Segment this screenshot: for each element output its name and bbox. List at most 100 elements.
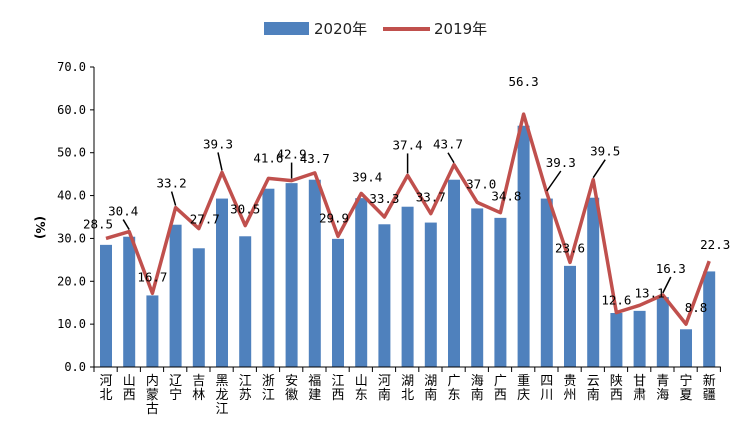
bar xyxy=(192,248,205,367)
x-tick-label: 四川 xyxy=(540,374,553,403)
bar xyxy=(656,297,669,367)
label-leader xyxy=(592,159,606,179)
y-axis-label: (%) xyxy=(33,216,47,239)
x-tick-label: 山西 xyxy=(123,374,136,403)
label-leader xyxy=(447,152,455,164)
y-tick-label: 40.0 xyxy=(57,189,86,203)
data-label: 39.3 xyxy=(546,155,576,170)
data-label: 8.8 xyxy=(685,300,708,315)
bar xyxy=(169,224,182,367)
data-label: 16.3 xyxy=(656,261,686,276)
data-label: 23.6 xyxy=(555,240,585,255)
bar xyxy=(540,198,553,367)
x-tick-label: 广东 xyxy=(447,374,460,403)
x-tick-label: 宁夏 xyxy=(679,373,692,403)
x-tick-label: 重庆 xyxy=(517,373,530,403)
bar xyxy=(308,179,321,367)
data-label: 22.3 xyxy=(700,237,730,252)
legend-bar-swatch xyxy=(264,22,309,35)
label-leader xyxy=(217,152,223,171)
x-tick-label: 海南 xyxy=(471,374,484,403)
data-label: 42.9 xyxy=(277,147,307,162)
data-label: 33.7 xyxy=(416,190,446,205)
data-label: 16.7 xyxy=(137,269,167,284)
y-tick-label: 30.0 xyxy=(57,231,86,245)
x-tick-label: 安徽 xyxy=(285,374,298,403)
bar xyxy=(239,236,252,367)
bar xyxy=(703,271,716,367)
y-tick-label: 0.0 xyxy=(64,360,86,374)
bar xyxy=(448,179,460,367)
x-tick-label: 陕西 xyxy=(610,374,623,403)
y-tick-label: 70.0 xyxy=(57,60,86,74)
data-label: 37.0 xyxy=(466,176,496,191)
x-tick-label: 内蒙古 xyxy=(146,373,159,417)
bar xyxy=(378,224,391,367)
x-tick-label: 湖北 xyxy=(401,374,414,403)
x-axis xyxy=(93,366,721,372)
x-tick-label: 甘肃 xyxy=(633,374,646,403)
data-label: 30.4 xyxy=(108,204,138,219)
data-label: 56.3 xyxy=(509,74,539,89)
data-label: 12.6 xyxy=(601,293,631,308)
x-tick-label: 河北 xyxy=(99,374,112,403)
data-label: 29.9 xyxy=(319,210,349,225)
data-label: 41.6 xyxy=(253,150,283,165)
label-leader xyxy=(122,219,130,230)
x-tick-label: 贵州 xyxy=(563,374,576,403)
data-label: 37.4 xyxy=(393,137,423,152)
data-labels: 28.530.416.733.227.739.330.541.642.943.7… xyxy=(83,74,730,315)
legend-bar-label: 2020年 xyxy=(314,20,367,38)
bar xyxy=(424,222,437,367)
x-tick-label: 福建 xyxy=(308,374,321,403)
bar xyxy=(494,217,507,367)
line-series xyxy=(105,112,711,326)
data-label: 43.7 xyxy=(300,151,330,166)
bar xyxy=(262,188,275,367)
x-tick-label: 新疆 xyxy=(703,373,716,403)
bar xyxy=(680,329,692,367)
label-leader xyxy=(546,170,562,192)
y-tick-label: 10.0 xyxy=(57,317,86,331)
bars xyxy=(100,125,716,367)
legend: 2020年 2019年 xyxy=(264,20,487,38)
bar xyxy=(146,295,159,367)
x-tick-label: 吉林 xyxy=(192,374,205,403)
bar xyxy=(401,206,414,367)
y-tick-label: 60.0 xyxy=(57,103,86,117)
bar xyxy=(123,236,136,367)
x-tick-label: 浙江 xyxy=(262,374,275,403)
legend-line-label: 2019年 xyxy=(434,20,487,38)
label-leader xyxy=(170,191,177,206)
bar xyxy=(610,313,623,367)
bar xyxy=(471,208,484,367)
bar xyxy=(517,125,530,367)
x-tick-label: 河南 xyxy=(378,374,391,403)
x-tick-label: 云南 xyxy=(587,374,600,403)
data-label: 27.7 xyxy=(190,212,220,227)
y-tick-label: 20.0 xyxy=(57,274,86,288)
data-label: 33.2 xyxy=(157,176,187,191)
bar xyxy=(564,265,576,367)
data-label: 39.3 xyxy=(203,136,233,151)
data-label: 39.4 xyxy=(352,169,382,184)
y-tick-label: 50.0 xyxy=(57,146,86,160)
data-label: 43.7 xyxy=(433,137,463,152)
data-label: 34.8 xyxy=(491,189,521,204)
x-tick-label: 江西 xyxy=(331,374,344,403)
data-label: 28.5 xyxy=(83,216,113,231)
bar xyxy=(216,198,228,367)
bar xyxy=(587,197,600,367)
bar xyxy=(100,244,112,367)
x-tick-label: 江苏 xyxy=(239,374,252,403)
category-labels: 河北山西内蒙古辽宁吉林黑龙江江苏浙江安徽福建江西山东河南湖北湖南广东海南广西重庆… xyxy=(99,373,715,417)
bar xyxy=(355,198,368,367)
data-label: 13.1 xyxy=(635,285,665,300)
x-tick-label: 辽宁 xyxy=(169,374,182,403)
x-tick-label: 湖南 xyxy=(424,374,437,403)
bar xyxy=(332,238,344,367)
y-axis: 0.0 10.0 20.0 30.0 40.0 50.0 60.0 70.0 xyxy=(57,60,95,374)
x-tick-label: 青海 xyxy=(656,374,669,403)
data-label: 39.5 xyxy=(590,144,620,159)
